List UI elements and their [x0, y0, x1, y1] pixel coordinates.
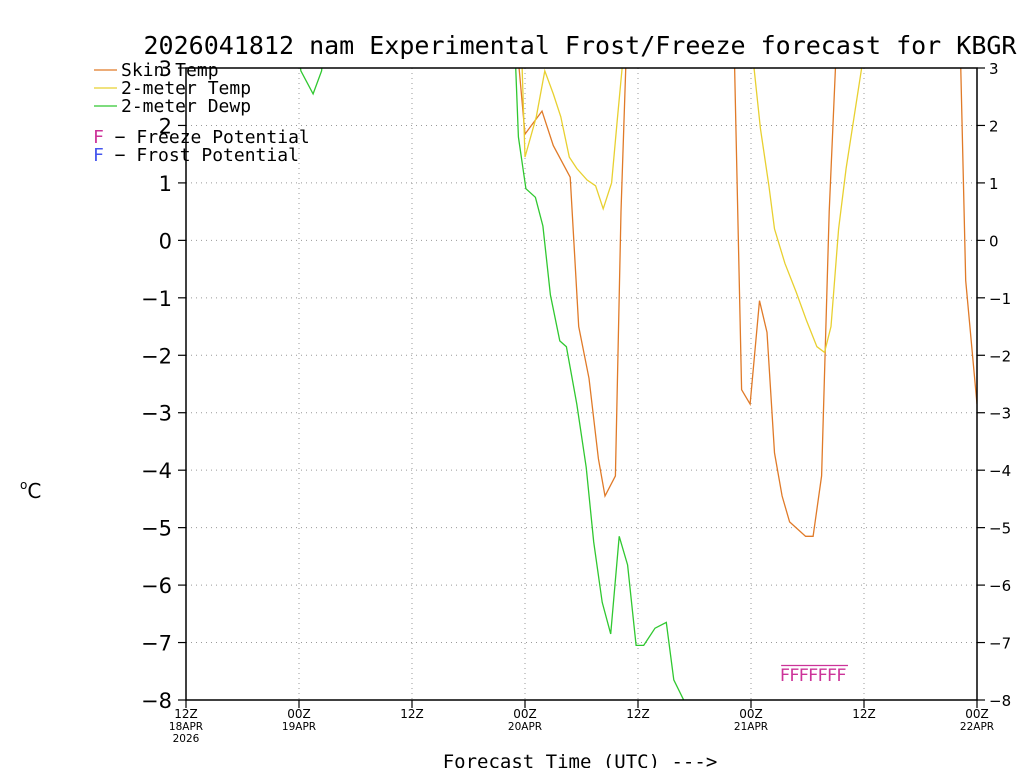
freeze-potential-mark: F	[780, 666, 790, 686]
y-tick-label-right: 0	[989, 232, 999, 250]
y-tick-label-right: −6	[989, 577, 1011, 595]
x-tick-label: 21APR	[734, 721, 768, 733]
y-tick-label-right: 2	[989, 117, 999, 135]
x-tick-label: 00Z	[513, 707, 537, 721]
freeze-potential-mark: F	[817, 666, 827, 686]
y-tick-label-left: 3	[159, 57, 172, 81]
x-tick-label: 19APR	[282, 721, 316, 733]
x-tick-label: 12Z	[400, 707, 424, 721]
legend-label: 2-meter Temp	[121, 78, 251, 99]
legend-potential: F − Freeze Potential	[93, 127, 310, 148]
series-lines	[299, 68, 977, 700]
y-axis-label-unit: C	[27, 479, 41, 503]
y-tick-label-right: 1	[989, 175, 999, 193]
legend-label: Skin Temp	[121, 60, 219, 81]
y-tick-label-left: 0	[159, 229, 172, 253]
x-tick-label: 00Z	[965, 707, 989, 721]
y-tick-label-left: 2	[159, 114, 172, 138]
x-tick-label: 2026	[173, 733, 200, 745]
freeze-potential-mark: F	[836, 666, 846, 686]
x-tick-label: 12Z	[174, 707, 198, 721]
x-tick-label: 20APR	[508, 721, 542, 733]
y-tick-label-right: 3	[989, 60, 999, 78]
series-line-2-meter-temp	[521, 68, 863, 354]
y-tick-label-left: −1	[141, 287, 172, 311]
series-line-2-meter-dewp	[299, 68, 685, 700]
plot-frame	[185, 67, 978, 701]
x-tick-label: 12Z	[626, 707, 650, 721]
y-tick-label-left: −8	[141, 689, 172, 713]
y-axis-label: oC	[20, 478, 41, 503]
freeze-potential-mark: F	[789, 666, 799, 686]
x-axis-label: Forecast Time (UTC) --->	[443, 751, 718, 768]
freeze-potential-mark: F	[808, 666, 818, 686]
freeze-potential-mark: F	[799, 666, 809, 686]
y-tick-label-left: −4	[141, 459, 172, 483]
y-axis-right: −8 −7 −6 −5 −4 −3 −2 −1 0 1 2 3	[977, 60, 1011, 710]
legend-label: 2-meter Dewp	[121, 96, 251, 117]
x-tick-label: 00Z	[739, 707, 763, 721]
legend-potential: F − Frost Potential	[93, 145, 299, 166]
y-axis-label-degree: o	[20, 478, 27, 492]
y-tick-label-left: −7	[141, 632, 172, 656]
y-tick-label-left: −6	[141, 574, 172, 598]
series-line-skin-temp	[518, 68, 977, 537]
x-tick-label: 22APR	[960, 721, 994, 733]
y-tick-label-right: −3	[989, 405, 1011, 423]
freeze-potential-mark: F	[827, 666, 837, 686]
grid-lines	[186, 68, 977, 700]
y-tick-label-right: −1	[989, 290, 1011, 308]
y-tick-label-right: −2	[989, 347, 1011, 365]
y-tick-label-left: −2	[141, 344, 172, 368]
y-tick-label-right: −8	[989, 692, 1011, 710]
y-tick-label-left: 1	[159, 172, 172, 196]
x-tick-label: 18APR	[169, 721, 203, 733]
y-axis-left: −8 −7 −6 −5 −4 −3 −2 −1 0 1 2 3	[141, 57, 186, 713]
y-tick-label-right: −7	[989, 635, 1011, 653]
y-tick-label-right: −5	[989, 520, 1011, 538]
chart-title: 2026041812 nam Experimental Frost/Freeze…	[144, 31, 1018, 60]
y-tick-label-right: −4	[989, 462, 1011, 480]
x-tick-label: 12Z	[852, 707, 876, 721]
y-tick-label-left: −5	[141, 517, 172, 541]
y-tick-label-left: −3	[141, 402, 172, 426]
x-tick-label: 00Z	[287, 707, 311, 721]
